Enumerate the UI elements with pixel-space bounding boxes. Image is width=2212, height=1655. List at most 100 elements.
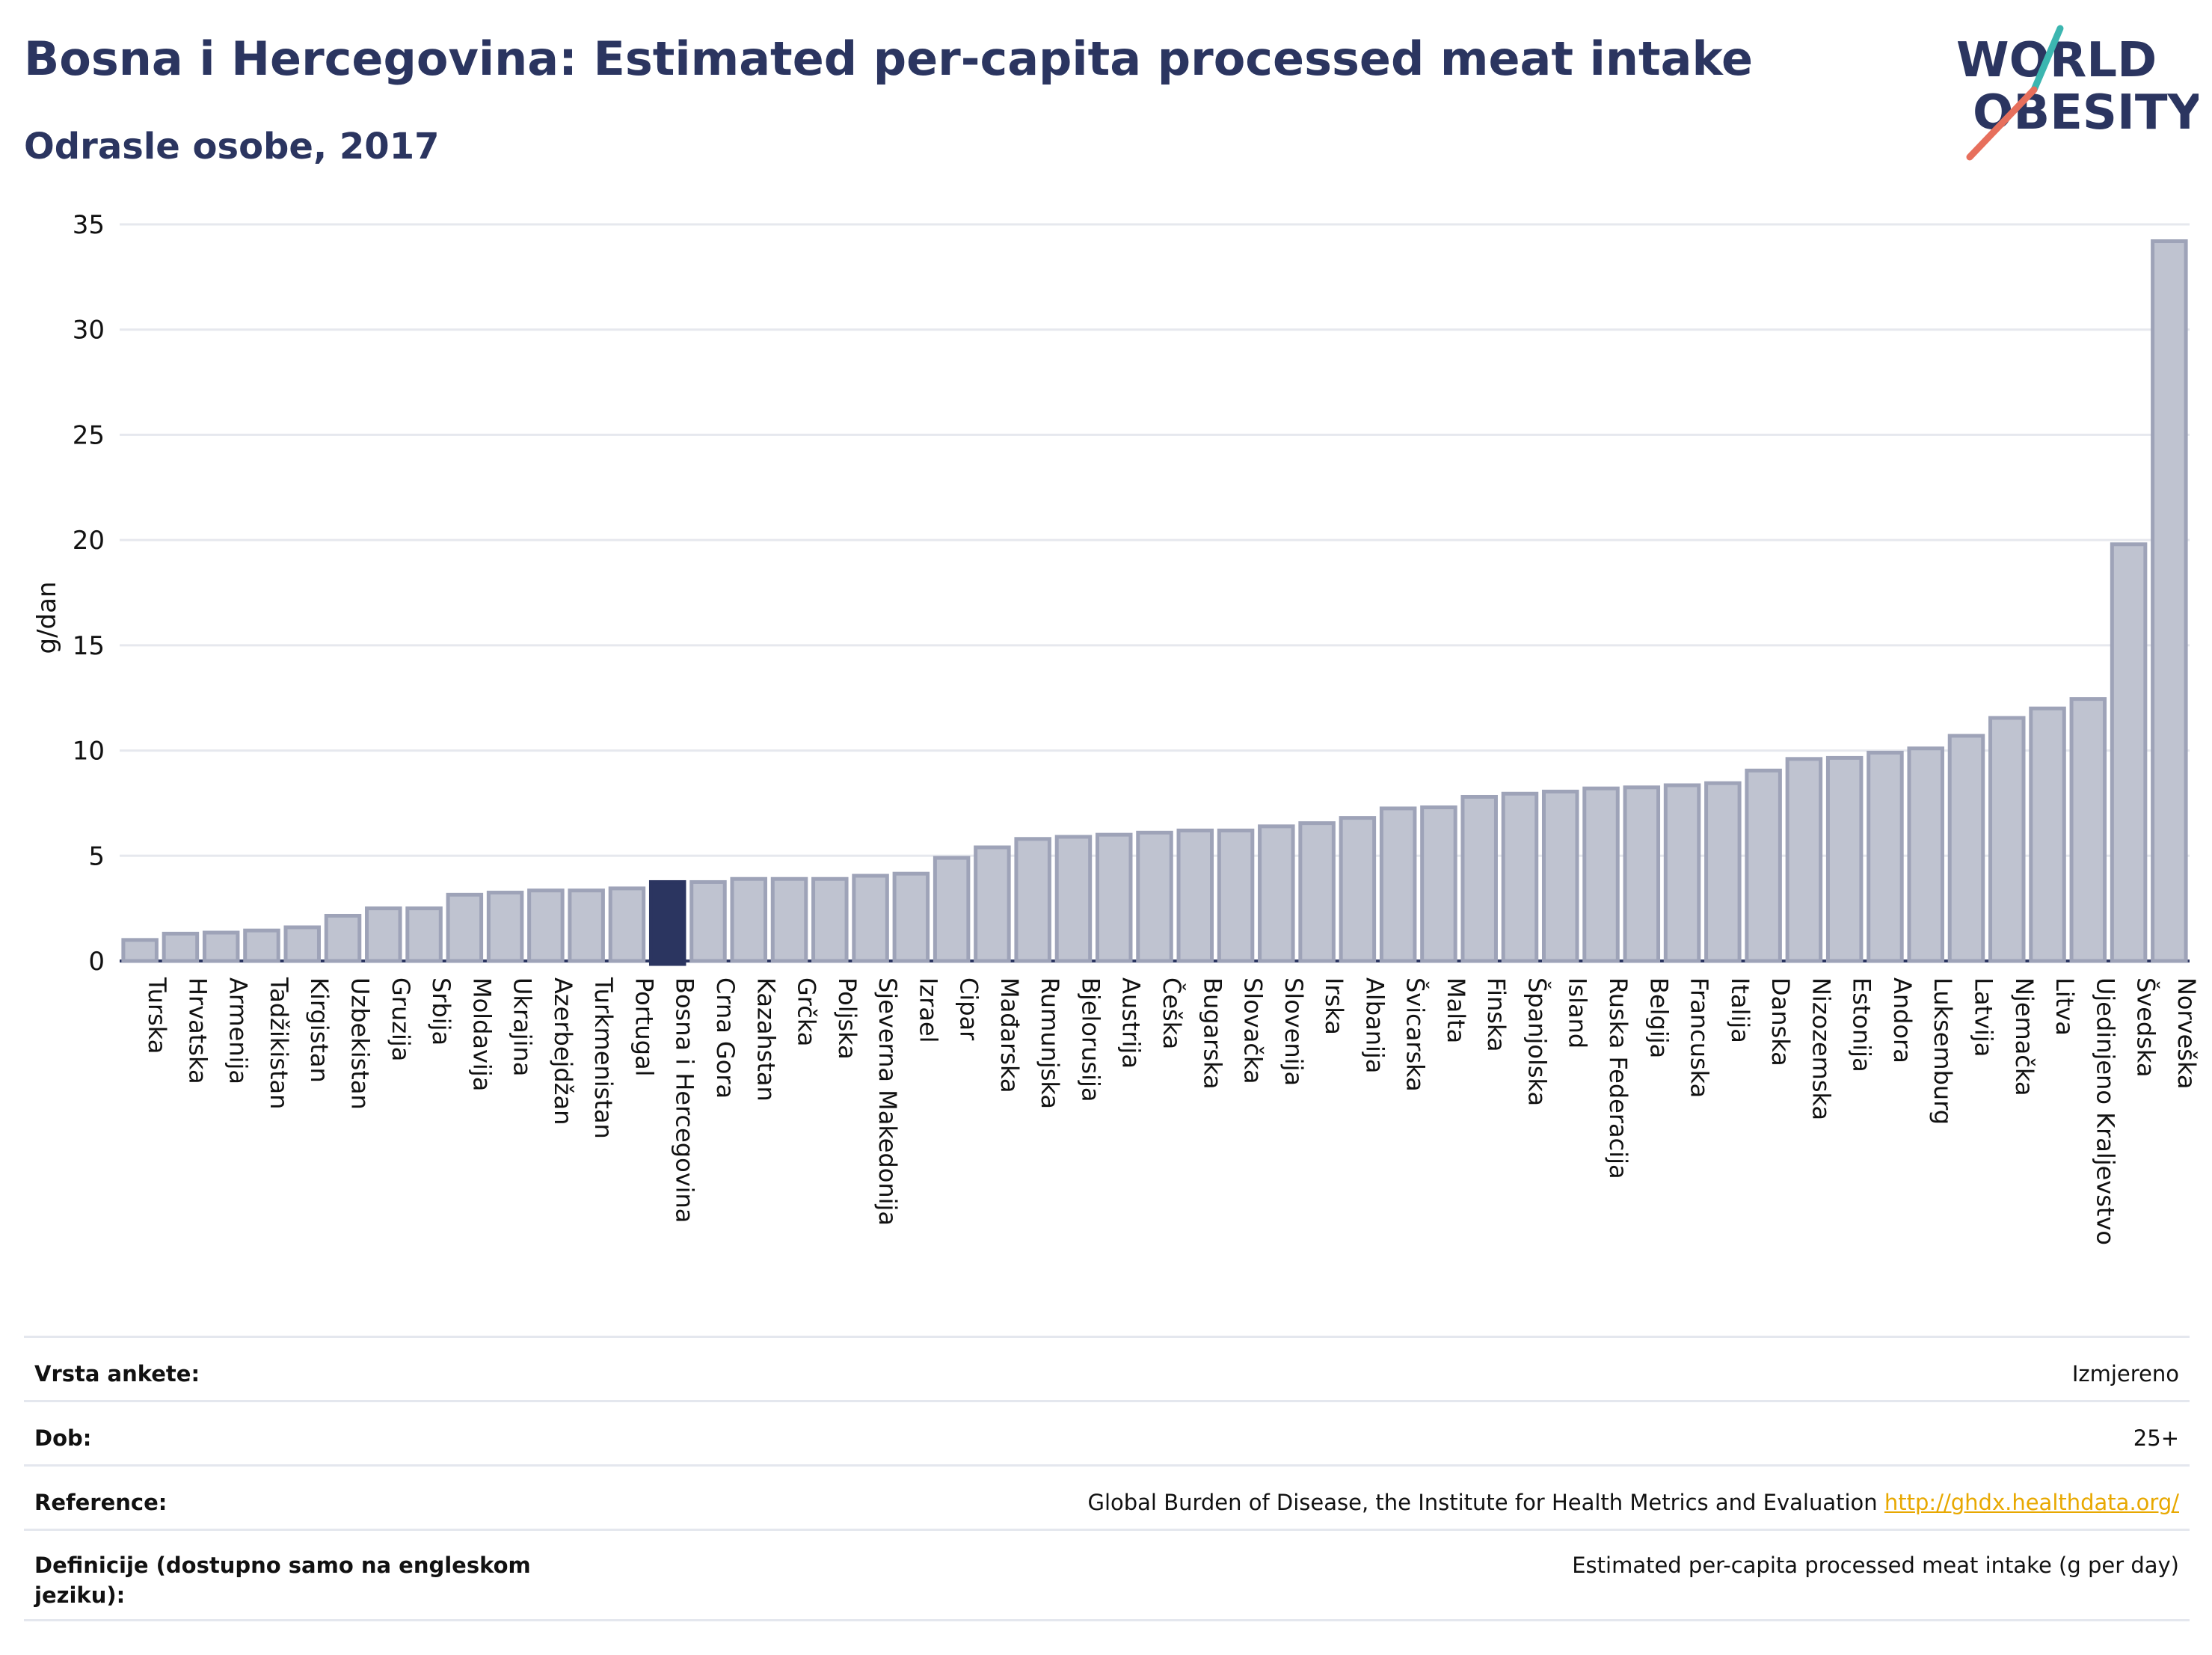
x-tick-label: Slovenija bbox=[1279, 977, 1308, 1086]
x-tick-label: Kazahstan bbox=[752, 977, 780, 1102]
x-tick-label: Bjelorusija bbox=[1076, 977, 1105, 1102]
bar bbox=[1501, 791, 1539, 963]
metadata-value: Izmjereno bbox=[2072, 1359, 2179, 1389]
x-tick-label: Cipar bbox=[955, 977, 983, 1041]
metadata-value-text: 25+ bbox=[2133, 1425, 2179, 1451]
reference-link[interactable]: http://ghdx.healthdata.org/ bbox=[1884, 1490, 2179, 1515]
y-tick-label: 10 bbox=[73, 737, 105, 767]
y-tick-label: 25 bbox=[73, 420, 105, 450]
x-tick-label: Slovačka bbox=[1239, 977, 1268, 1084]
metadata-table: Vrsta ankete: Izmjereno Dob: 25+ Reference: G… bbox=[24, 1336, 2190, 1621]
bar bbox=[1745, 768, 1782, 963]
y-tick-label: 30 bbox=[73, 316, 105, 346]
x-tick-label: Grčka bbox=[793, 977, 821, 1046]
bar bbox=[568, 888, 605, 963]
x-tick-label: Ujedinjeno Kraljevstvo bbox=[2091, 977, 2119, 1245]
bars-layer bbox=[121, 239, 2188, 966]
x-tick-label: Švicarska bbox=[1401, 977, 1431, 1092]
x-tick-label: Estonija bbox=[1848, 977, 1876, 1072]
bar bbox=[1460, 794, 1498, 963]
chart-title: Bosna i Hercegovina: Estimated per-capit… bbox=[24, 31, 1754, 86]
bar bbox=[202, 930, 240, 963]
bar bbox=[730, 876, 768, 963]
metadata-label: Dob: bbox=[34, 1425, 92, 1451]
bar bbox=[1785, 757, 1823, 963]
bar bbox=[1704, 781, 1742, 963]
y-tick-label: 5 bbox=[88, 841, 105, 871]
bar bbox=[1014, 837, 1051, 963]
y-axis-label: g/dan bbox=[32, 581, 62, 654]
bar bbox=[1339, 816, 1377, 963]
x-tick-label: Azerbejdžan bbox=[549, 977, 577, 1125]
x-tick-label: Sjeverna Makedonija bbox=[873, 977, 902, 1226]
bar bbox=[1825, 755, 1864, 963]
bar bbox=[1095, 832, 1133, 963]
bar bbox=[1420, 805, 1457, 963]
metadata-row: Definicije (dostupno samo na engleskom j… bbox=[24, 1531, 2190, 1621]
metadata-value-text: Izmjereno bbox=[2071, 1361, 2179, 1387]
bar bbox=[1663, 783, 1701, 963]
metadata-value-text: Global Burden of Disease, the Institute … bbox=[1087, 1490, 1878, 1515]
bar bbox=[1623, 785, 1661, 963]
x-tick-label: Austrija bbox=[1117, 977, 1146, 1069]
logo-text-obesity: OBESITY bbox=[1973, 85, 2199, 141]
x-tick-label: Uzbekistan bbox=[346, 977, 375, 1110]
x-tick-label: Gruzija bbox=[387, 977, 415, 1061]
bar bbox=[365, 906, 402, 963]
bar bbox=[811, 876, 849, 963]
bar bbox=[1136, 830, 1173, 963]
bar-chart: 0 5 10 15 20 25 30 35 Turska Hrvatska Armenija Tad… bbox=[32, 210, 2201, 1245]
bar bbox=[933, 856, 971, 963]
x-tick-label: Crna Gora bbox=[711, 977, 740, 1099]
y-tick-label: 0 bbox=[88, 947, 105, 977]
x-tick-label: Tadžikistan bbox=[265, 977, 293, 1109]
x-tick-label: Irska bbox=[1320, 977, 1348, 1035]
metadata-value: Global Burden of Disease, the Institute … bbox=[1087, 1487, 2179, 1517]
x-tick-label: Njemačka bbox=[2010, 977, 2039, 1096]
bar bbox=[1176, 829, 1214, 963]
x-tick-label: Ukrajina bbox=[509, 977, 537, 1076]
metadata-label: Vrsta ankete: bbox=[34, 1361, 200, 1387]
metadata-row: Dob: 25+ bbox=[24, 1402, 2190, 1467]
bar bbox=[1541, 789, 1579, 963]
x-tick-label: Španjolska bbox=[1523, 977, 1552, 1106]
y-tick-label: 15 bbox=[73, 631, 105, 661]
bar bbox=[527, 888, 565, 963]
bar bbox=[121, 938, 159, 963]
bar bbox=[689, 879, 727, 963]
bar bbox=[1054, 835, 1093, 963]
x-tick-label: Luksemburg bbox=[1929, 977, 1957, 1125]
bar bbox=[283, 925, 321, 963]
metadata-row: Reference: Global Burden of Disease, the … bbox=[24, 1467, 2190, 1531]
metadata-value: 25+ bbox=[2133, 1423, 2179, 1453]
x-tick-label: Armenija bbox=[224, 977, 253, 1084]
x-tick-label: Izrael bbox=[914, 977, 942, 1043]
bar bbox=[486, 891, 524, 963]
logo-slash-teal bbox=[2030, 25, 2064, 93]
world-obesity-logo: WORLD OBESITY bbox=[1956, 25, 2199, 161]
y-tick-label: 35 bbox=[73, 210, 105, 240]
x-tick-label: Portugal bbox=[630, 977, 658, 1077]
x-tick-label: Hrvatska bbox=[183, 977, 212, 1084]
metadata-label: Definicije (dostupno samo na engleskom j… bbox=[34, 1553, 531, 1608]
bar bbox=[1907, 746, 1944, 963]
bar bbox=[1988, 716, 2026, 963]
bar bbox=[770, 876, 808, 963]
bar bbox=[243, 928, 280, 963]
bar bbox=[162, 931, 200, 963]
bar bbox=[2110, 542, 2148, 963]
x-tick-label: Island bbox=[1564, 977, 1592, 1048]
x-tick-label: Litva bbox=[2050, 977, 2079, 1036]
x-tick-label: Mađarska bbox=[995, 977, 1024, 1093]
x-tick-label: Nizozemska bbox=[1807, 977, 1835, 1120]
x-tick-label: Latvija bbox=[1969, 977, 1997, 1057]
x-tick-label: Albanija bbox=[1360, 977, 1389, 1073]
bar bbox=[852, 873, 889, 963]
x-tick-label: Turska bbox=[143, 977, 171, 1054]
x-tick-label: Norveška bbox=[2172, 977, 2201, 1090]
x-tick-label: Danska bbox=[1766, 977, 1795, 1066]
x-tick-label: Bosna i Hercegovina bbox=[671, 977, 699, 1223]
metadata-label: Reference: bbox=[34, 1490, 168, 1515]
metadata-row: Vrsta ankete: Izmjereno bbox=[24, 1338, 2190, 1402]
bar bbox=[2069, 697, 2107, 963]
